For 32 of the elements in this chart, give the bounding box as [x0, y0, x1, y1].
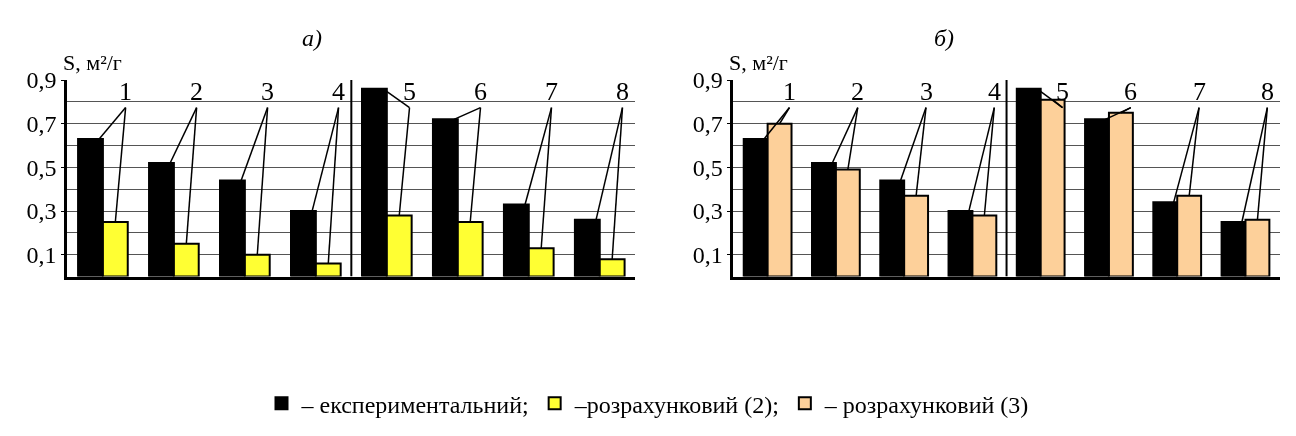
y-tick-label: 0,9 — [692, 67, 723, 94]
legend-label: – розрахунковий (3) — [823, 391, 1029, 418]
annotation: 8 — [616, 77, 629, 106]
chart-title: б) — [934, 25, 955, 51]
y-tick-label: 0,5 — [26, 154, 57, 181]
annotation: 7 — [545, 77, 558, 106]
y-tick-label: 0,1 — [692, 242, 723, 269]
annotation: 8 — [1261, 77, 1274, 106]
annotation: 1 — [783, 77, 796, 106]
y-tick-label: 0,7 — [26, 111, 57, 138]
annotation: 4 — [988, 77, 1001, 106]
y-tick-label: 0,9 — [26, 67, 57, 94]
chart-title: а) — [302, 25, 322, 51]
annotation: 7 — [1193, 77, 1206, 106]
annotation: 3 — [261, 77, 274, 106]
y-tick-label: 0,3 — [26, 198, 57, 225]
y-axis-title: S, м²/г — [729, 50, 788, 75]
annotation: 3 — [920, 77, 933, 106]
annotation: 2 — [851, 77, 864, 106]
legend-label: – експериментальний; — [300, 391, 529, 418]
annotation: 6 — [474, 77, 487, 106]
y-axis-title: S, м²/г — [63, 50, 122, 75]
annotation: 2 — [190, 77, 203, 106]
legend-label: –розрахунковий (2); — [573, 391, 779, 418]
y-tick-label: 0,7 — [692, 111, 723, 138]
annotation: 6 — [1124, 77, 1137, 106]
annotation: 4 — [332, 77, 345, 106]
y-tick-label: 0,5 — [692, 154, 723, 181]
y-tick-label: 0,1 — [26, 242, 57, 269]
annotation: 5 — [403, 77, 416, 106]
y-tick-label: 0,3 — [692, 198, 723, 225]
annotation: 1 — [119, 77, 132, 106]
